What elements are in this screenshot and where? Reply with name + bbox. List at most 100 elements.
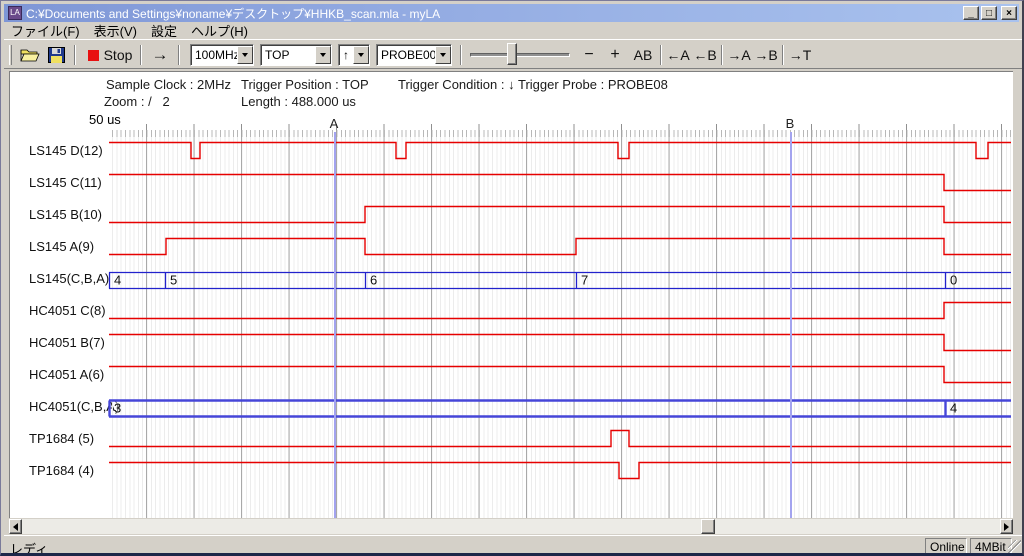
trigger-position-info: Trigger Position : TOP: [241, 77, 369, 92]
chevron-down-icon: [358, 53, 364, 57]
toolbar-separator: [74, 45, 76, 65]
ab-span-button[interactable]: AB: [630, 44, 656, 66]
length-info: Length : 488.000 us: [241, 94, 356, 109]
chevron-down-icon: [242, 53, 248, 57]
chevron-down-icon: [440, 53, 446, 57]
zoom-info: Zoom : / 2: [104, 94, 170, 109]
menu-help[interactable]: ヘルプ(H): [190, 24, 249, 39]
toolbar: Stop → 100MHz TOP ↑ PROBE00 − + AB: [4, 39, 1022, 69]
goto-marker-b-left-button[interactable]: ←B: [692, 44, 718, 66]
channel-label-column: LS145 D(12) LS145 C(11) LS145 B(10) LS145 A…: [29, 137, 119, 489]
waveform-plot: 4 5 6 7 03 4: [108, 141, 1011, 480]
zoom-out-button[interactable]: −: [578, 44, 600, 66]
channel-label[interactable]: LS145 C(11): [29, 175, 102, 190]
channel-label[interactable]: HC4051 A(6): [29, 367, 105, 382]
waveform-trace: [109, 237, 1011, 256]
channel-label[interactable]: HC4051 B(7): [29, 335, 105, 350]
trigger-edge-value: ↑: [343, 48, 349, 62]
time-scale-label: 50 us: [89, 112, 121, 127]
marker-line-b[interactable]: [790, 132, 792, 518]
memory-status-badge: 4MBit: [970, 538, 1012, 553]
dropdown-button[interactable]: [237, 46, 253, 64]
channel-label[interactable]: LS145 D(12): [29, 143, 103, 158]
horizontal-scrollbar[interactable]: [9, 519, 1013, 534]
goto-trigger-button[interactable]: →T: [787, 44, 813, 66]
toolbar-separator: [721, 45, 723, 65]
scroll-left-button[interactable]: [9, 519, 22, 534]
menu-file[interactable]: ファイル(F): [11, 24, 80, 39]
dropdown-button[interactable]: [315, 46, 331, 64]
bus-value: 4: [950, 401, 957, 416]
bus-value: 3: [114, 401, 121, 416]
bus-track: 4 5 6 7 0: [108, 271, 1011, 290]
run-single-button[interactable]: →: [146, 44, 174, 66]
window-title: C:¥Documents and Settings¥noname¥デスクトップ¥…: [26, 6, 441, 21]
toolbar-grip: [9, 45, 12, 65]
channel-label[interactable]: HC4051 C(8): [29, 303, 106, 318]
waveform-trace: [109, 173, 1011, 192]
goto-marker-b-right-button[interactable]: →B: [753, 44, 779, 66]
resize-grip[interactable]: [1008, 540, 1021, 553]
maximize-button[interactable]: □: [981, 6, 997, 20]
bus-value: 6: [370, 273, 377, 288]
scroll-right-button[interactable]: [1000, 519, 1013, 534]
stop-button[interactable]: Stop: [82, 44, 138, 66]
channel-label[interactable]: TP1684 (4): [29, 463, 95, 478]
trigger-probe-value: PROBE00: [381, 48, 435, 62]
scrollbar-thumb[interactable]: [701, 519, 715, 534]
trigger-position-value: TOP: [265, 48, 290, 62]
trigger-condition-info: Trigger Condition : ↓: [398, 77, 515, 92]
waveform-trace: [109, 301, 1011, 320]
zoom-in-button[interactable]: +: [604, 44, 626, 66]
trigger-probe-info: Trigger Probe : PROBE08: [518, 77, 668, 92]
bus-value: 5: [170, 273, 177, 288]
status-bar: レディ Online 4MBit: [4, 535, 1022, 556]
dropdown-button[interactable]: [435, 46, 451, 64]
trigger-edge-select[interactable]: ↑: [338, 44, 370, 66]
chevron-down-icon: [320, 53, 326, 57]
menu-settings[interactable]: 設定: [150, 24, 177, 39]
waveform-trace: [109, 461, 1011, 480]
goto-marker-a-right-button[interactable]: →A: [726, 44, 752, 66]
stop-label: Stop: [103, 47, 133, 63]
save-button[interactable]: [44, 44, 68, 66]
toolbar-separator: [460, 45, 462, 65]
channel-label[interactable]: LS145(C,B,A): [29, 271, 110, 286]
channel-label[interactable]: LS145 A(9): [29, 239, 95, 254]
goto-marker-a-left-button[interactable]: ←A: [665, 44, 691, 66]
channel-label[interactable]: HC4051(C,B,A): [29, 399, 120, 414]
status-message: レディ: [10, 542, 49, 556]
waveform-trace: [109, 205, 1011, 224]
zoom-slider-thumb[interactable]: [507, 43, 517, 65]
zoom-slider-track[interactable]: [470, 53, 570, 57]
online-status-badge: Online: [925, 538, 967, 553]
open-file-button[interactable]: [18, 44, 42, 66]
trigger-probe-select[interactable]: PROBE00: [376, 44, 452, 66]
close-button[interactable]: ×: [1001, 6, 1017, 20]
toolbar-separator: [140, 45, 142, 65]
arrow-left-icon: [13, 522, 18, 531]
clock-select-value: 100MHz: [195, 48, 237, 62]
channel-label[interactable]: LS145 B(10): [29, 207, 102, 222]
waveform-trace: [109, 333, 1011, 352]
marker-line-a[interactable]: [334, 132, 336, 518]
trigger-position-select[interactable]: TOP: [260, 44, 332, 66]
clock-select[interactable]: 100MHz: [190, 44, 254, 66]
channel-label[interactable]: TP1684 (5): [29, 431, 95, 446]
bus-value: 7: [581, 273, 588, 288]
marker-label-a: A: [329, 116, 339, 131]
arrow-right-icon: [1004, 522, 1009, 531]
toolbar-separator: [178, 45, 180, 65]
menu-view[interactable]: 表示(V): [93, 24, 137, 39]
minimize-button[interactable]: _: [963, 6, 979, 20]
title-bar: LA C:¥Documents and Settings¥noname¥デスクト…: [4, 4, 1019, 22]
app-icon: LA: [8, 6, 22, 20]
dropdown-button[interactable]: [353, 46, 369, 64]
folder-open-icon: [20, 49, 40, 62]
run-arrow-icon: →: [151, 45, 169, 64]
bus-value: 4: [114, 273, 121, 288]
waveform-trace: [109, 365, 1011, 384]
